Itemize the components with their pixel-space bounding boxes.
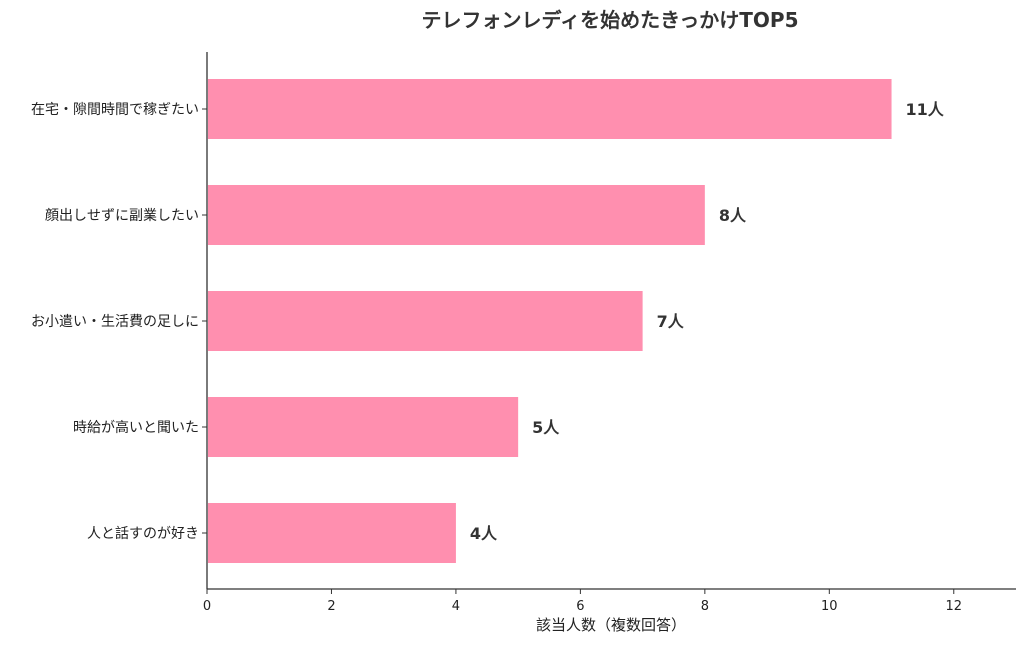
x-tick-label-4: 8 — [701, 599, 709, 614]
x-tick-label-5: 10 — [821, 599, 838, 614]
value-label-0: 11人 — [906, 100, 945, 119]
value-label-4: 4人 — [470, 524, 498, 543]
category-label-1: 顔出しせずに副業したい — [45, 208, 199, 224]
category-label-0: 在宅・隙間時間で稼ぎたい — [31, 102, 199, 118]
x-tick-label-6: 12 — [945, 599, 962, 614]
bars-layer: 11人 8人 7人 5人 4人 — [208, 79, 945, 563]
x-ticks-layer: 0 2 4 6 8 10 12 — [203, 589, 962, 614]
category-labels-layer: 在宅・隙間時間で稼ぎたい顔出しせずに副業したいお小遣い・生活費の足しに時給が高い… — [31, 102, 207, 542]
value-label-2: 7人 — [657, 312, 685, 331]
bar-3 — [208, 397, 519, 457]
x-tick-label-0: 0 — [203, 599, 211, 614]
category-label-4: 人と話すのが好き — [87, 525, 199, 542]
bar-4 — [208, 503, 456, 563]
category-label-2: お小遣い・生活費の足しに — [31, 314, 199, 330]
bar-1 — [208, 185, 705, 245]
x-tick-label-2: 4 — [452, 599, 460, 614]
x-tick-label-3: 6 — [576, 599, 584, 614]
bar-0 — [208, 79, 892, 139]
x-tick-label-1: 2 — [327, 599, 335, 614]
bar-2 — [208, 291, 643, 351]
x-axis-title: 該当人数（複数回答） — [536, 616, 686, 634]
chart-title: テレフォンレディを始めたきっかけTOP5 — [421, 8, 798, 32]
value-label-3: 5人 — [532, 418, 560, 437]
value-label-1: 8人 — [719, 206, 747, 225]
category-label-3: 時給が高いと聞いた — [73, 419, 199, 436]
